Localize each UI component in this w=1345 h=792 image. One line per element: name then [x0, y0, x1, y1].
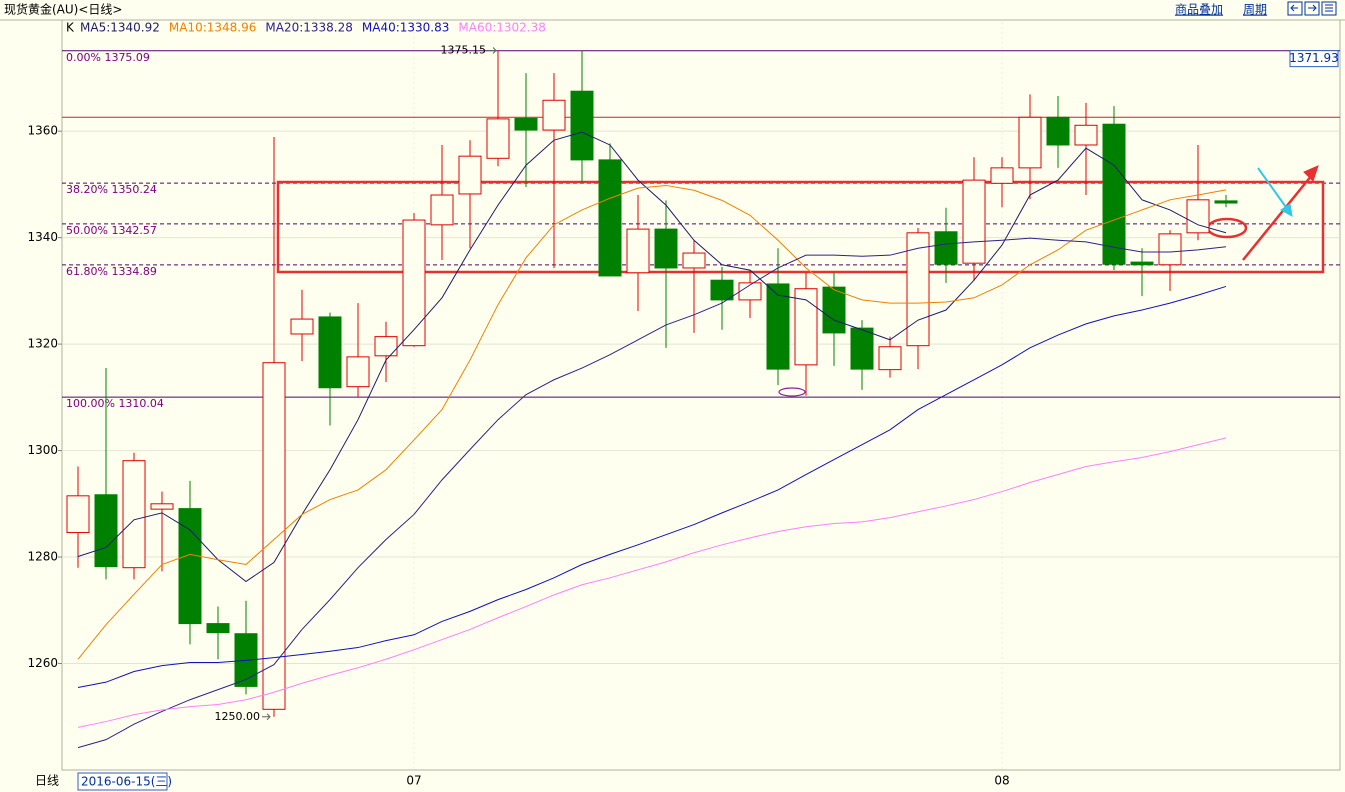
y-tick-label: 1260	[27, 656, 58, 670]
ma-line	[77, 131, 1227, 583]
candle-body	[766, 283, 790, 370]
up-arrow	[1242, 169, 1317, 261]
y-tick-label: 1280	[27, 550, 58, 564]
fib-label: 100.00% 1310.04	[66, 397, 164, 410]
candle-body	[794, 288, 818, 366]
low-arrow	[262, 713, 271, 721]
ma-line	[77, 237, 1227, 749]
candle-body	[318, 316, 342, 389]
candle-body	[1186, 199, 1210, 234]
highlight-ellipse	[1206, 217, 1248, 239]
candle-body	[1130, 261, 1154, 266]
candle-body	[598, 159, 622, 277]
candle-body	[738, 282, 762, 301]
candle-body	[1214, 200, 1238, 204]
period-button[interactable]: 周期	[1243, 3, 1267, 17]
candle-body	[290, 318, 314, 335]
fib-label: 61.80% 1334.89	[66, 265, 157, 278]
candle-body	[1074, 124, 1098, 146]
x-tick-label: 07	[406, 774, 421, 788]
candle-body	[878, 346, 902, 371]
price-tag: 1371.93	[1289, 51, 1339, 65]
ma-line	[77, 184, 1227, 660]
candle-body	[178, 508, 202, 625]
fib-label: 0.00% 1375.09	[66, 51, 150, 64]
candle-body	[402, 219, 426, 347]
candle-body	[122, 460, 146, 569]
fib-label: 38.20% 1350.24	[66, 183, 157, 196]
candle-body	[542, 99, 566, 131]
legend-entry: MA5:1340.92	[80, 21, 160, 35]
footer-date: 2016-06-15(三)	[81, 775, 172, 789]
header-bar	[0, 0, 1345, 20]
candle-body	[570, 90, 594, 161]
nav-buttons	[1287, 1, 1337, 16]
candle-body	[710, 279, 734, 301]
y-tick-label: 1340	[27, 230, 58, 244]
candle-body	[1018, 116, 1042, 169]
candle-body	[682, 252, 706, 269]
candle-body	[514, 117, 538, 131]
candle-body	[962, 179, 986, 264]
high-label: 1375.15	[441, 43, 487, 56]
candle-body	[626, 228, 650, 274]
candle-body	[822, 286, 846, 334]
low-label: 1250.00	[215, 710, 261, 723]
nav-button[interactable]	[1287, 1, 1303, 16]
y-tick-label: 1300	[27, 443, 58, 457]
up-arrow-head	[1303, 165, 1319, 182]
candle-body	[1158, 233, 1182, 266]
nav-button[interactable]	[1304, 1, 1320, 16]
candle-body	[374, 336, 398, 357]
y-tick-label: 1320	[27, 337, 58, 351]
legend-entry: MA10:1348.96	[169, 21, 257, 35]
fib-label: 50.00% 1342.57	[66, 224, 157, 237]
candle-body	[654, 228, 678, 269]
overlay-button[interactable]: 商品叠加	[1175, 2, 1223, 17]
ma-line	[77, 285, 1227, 688]
low-marker	[778, 387, 806, 397]
candle-body	[206, 623, 230, 634]
candle-body	[850, 327, 874, 370]
candle-body	[990, 167, 1014, 184]
range-box	[276, 180, 1325, 274]
y-tick-label: 1360	[27, 124, 58, 138]
down-arrow-head	[1280, 203, 1293, 217]
candle-body	[430, 194, 454, 226]
ma-line	[77, 437, 1227, 728]
candle-body	[150, 503, 174, 510]
high-arrow	[488, 47, 497, 54]
chart-header-title: 现货黄金(AU)<日线>	[4, 2, 122, 17]
candle-body	[94, 494, 118, 568]
nav-icons	[1290, 4, 1333, 12]
drawings	[276, 165, 1325, 397]
candle-body	[262, 362, 286, 710]
candle-body	[1046, 116, 1070, 146]
legend-entry: MA60:1302.38	[458, 21, 546, 35]
candle-body	[486, 118, 510, 159]
down-arrow	[1257, 167, 1289, 211]
legend-entry: MA40:1330.83	[362, 21, 450, 35]
candle-body	[66, 495, 90, 534]
candle-body	[346, 356, 370, 388]
price-tag-box	[1289, 50, 1339, 68]
x-tick-label: 08	[994, 774, 1009, 788]
candle-body	[934, 231, 958, 265]
legend-entry: MA20:1338.28	[265, 21, 353, 35]
date-box	[77, 772, 168, 791]
indicator-label: K	[66, 21, 75, 35]
candle-body	[1102, 123, 1126, 265]
footer-period: 日线	[35, 774, 59, 788]
candle-body	[458, 155, 482, 195]
nav-button[interactable]	[1321, 1, 1337, 16]
candle-body	[906, 232, 930, 347]
